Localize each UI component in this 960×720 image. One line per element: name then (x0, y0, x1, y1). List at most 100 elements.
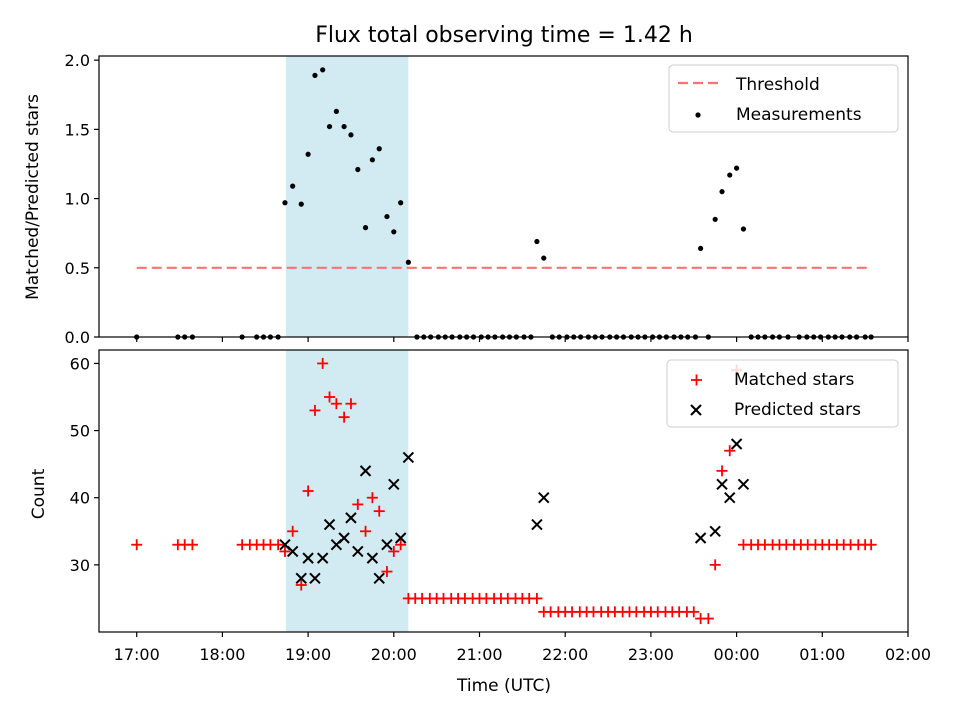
x-stroke-b (690, 404, 702, 416)
measurement-point (312, 72, 318, 78)
x-stroke-b (302, 552, 314, 564)
x-tick-label: 00:00 (714, 645, 760, 664)
predicted-star-point (709, 525, 721, 537)
measurement-point (405, 259, 411, 265)
x-tick-label: 18:00 (199, 645, 245, 664)
measurement-point (298, 201, 304, 207)
predicted-star-point (316, 552, 329, 564)
x-stroke-b (366, 552, 379, 564)
y-tick-label: 40 (70, 489, 90, 508)
y-tick-label: 0.5 (65, 259, 90, 278)
predicted-star-point (694, 532, 707, 544)
x-stroke-b (730, 438, 743, 450)
measurement-point (341, 123, 347, 130)
measurement-point (326, 123, 333, 130)
predicted-star-point (345, 512, 357, 524)
x-stroke-b (359, 465, 372, 477)
matched-star-point (709, 559, 721, 571)
measurement-point (376, 146, 382, 152)
x-stroke-b (388, 478, 400, 490)
matched-star-point (338, 411, 350, 423)
measurement-point (355, 166, 361, 173)
bottom-panel-axes: 30 40 50 60 (70, 349, 909, 637)
x-tick-label: 17:00 (114, 645, 160, 664)
predicted-star-point (302, 552, 314, 564)
predicted-star-point (373, 572, 385, 584)
x-stroke-b (538, 492, 550, 504)
matched-star-point (279, 545, 291, 557)
x-stroke-b (286, 545, 299, 558)
predicted-star-point (402, 451, 415, 464)
measurement-point (348, 132, 354, 138)
predicted-star-point (724, 492, 736, 504)
measurement-point (734, 165, 740, 171)
measurement-point (320, 67, 326, 73)
x-tick-label: 19:00 (285, 645, 331, 664)
predicted-star-point (359, 465, 372, 477)
legend-measurements-label: Measurements (736, 105, 862, 125)
matched-star-point (373, 505, 385, 517)
measurement-point (384, 213, 390, 220)
x-axis-label: Time (UTC) (456, 676, 551, 696)
x-stroke-b (394, 532, 407, 544)
matched-star-point (186, 539, 198, 551)
top-legend: Threshold Measurements (668, 64, 899, 133)
legend-box (668, 64, 899, 133)
legend-measurements-swatch (695, 112, 701, 118)
predicted-star-point (323, 518, 336, 531)
matched-star-point (366, 492, 378, 504)
matched-star-point (360, 525, 372, 537)
count-points (131, 357, 877, 625)
measurement-point (369, 157, 375, 163)
x-tick-label: 21:00 (456, 645, 502, 664)
measurement-point (391, 229, 397, 235)
matched-star-point (381, 566, 393, 578)
measurement-point (398, 200, 404, 206)
predicted-star-point (388, 478, 400, 490)
x-tick-label: 20:00 (371, 645, 417, 664)
matched-star-point (131, 539, 143, 551)
matched-star-point (688, 606, 700, 618)
matched-star-point (272, 539, 284, 551)
y-tick-label: 2.0 (65, 51, 90, 70)
predicted-star-point (338, 532, 350, 544)
x-stroke-b (716, 478, 728, 490)
plot-frame (98, 55, 909, 338)
predicted-star-point (716, 478, 728, 490)
predicted-star-point (394, 532, 407, 544)
predicted-star-point (295, 572, 307, 584)
x-stroke-b (316, 552, 329, 564)
x-stroke-b (531, 518, 543, 531)
legend-predicted-swatch (690, 404, 702, 416)
matched-star-point (330, 398, 342, 410)
x-stroke-b (279, 539, 291, 551)
measurement-point (290, 183, 296, 189)
top-ylabel: Matched/Predicted stars (23, 94, 43, 300)
matched-star-point (724, 445, 736, 457)
y-tick-label: 30 (70, 556, 90, 575)
measurement-point (362, 225, 369, 231)
measurement-point (712, 216, 718, 222)
predicted-star-point (737, 478, 750, 490)
measurement-point (534, 238, 540, 245)
measurement-point (333, 108, 339, 114)
y-tick-label: 0.0 (65, 328, 90, 347)
x-stroke-b (309, 572, 321, 584)
x-stroke-b (345, 512, 357, 524)
x-stroke-b (402, 451, 415, 464)
measurement-point (305, 151, 311, 157)
x-stroke-b (295, 572, 307, 584)
x-axis-ticks: 17:00 18:00 19:00 20:00 21:00 22:00 23:00 00:00… (114, 645, 931, 664)
plot-frame (98, 349, 909, 633)
chart-title: Flux total observing time = 1.42 h (315, 23, 693, 48)
measurement-point (727, 172, 733, 178)
y-tick-label: 60 (70, 354, 90, 373)
predicted-star-point (366, 552, 379, 564)
x-stroke-b (352, 545, 364, 558)
x-stroke-b (709, 525, 721, 537)
legend-threshold-label: Threshold (735, 75, 820, 95)
matched-star-point (716, 465, 728, 477)
predicted-star-point (286, 545, 299, 558)
measurement-point (698, 245, 704, 252)
top-panel-axes: 0.0 0.5 1.0 1.5 2.0 (65, 51, 909, 347)
